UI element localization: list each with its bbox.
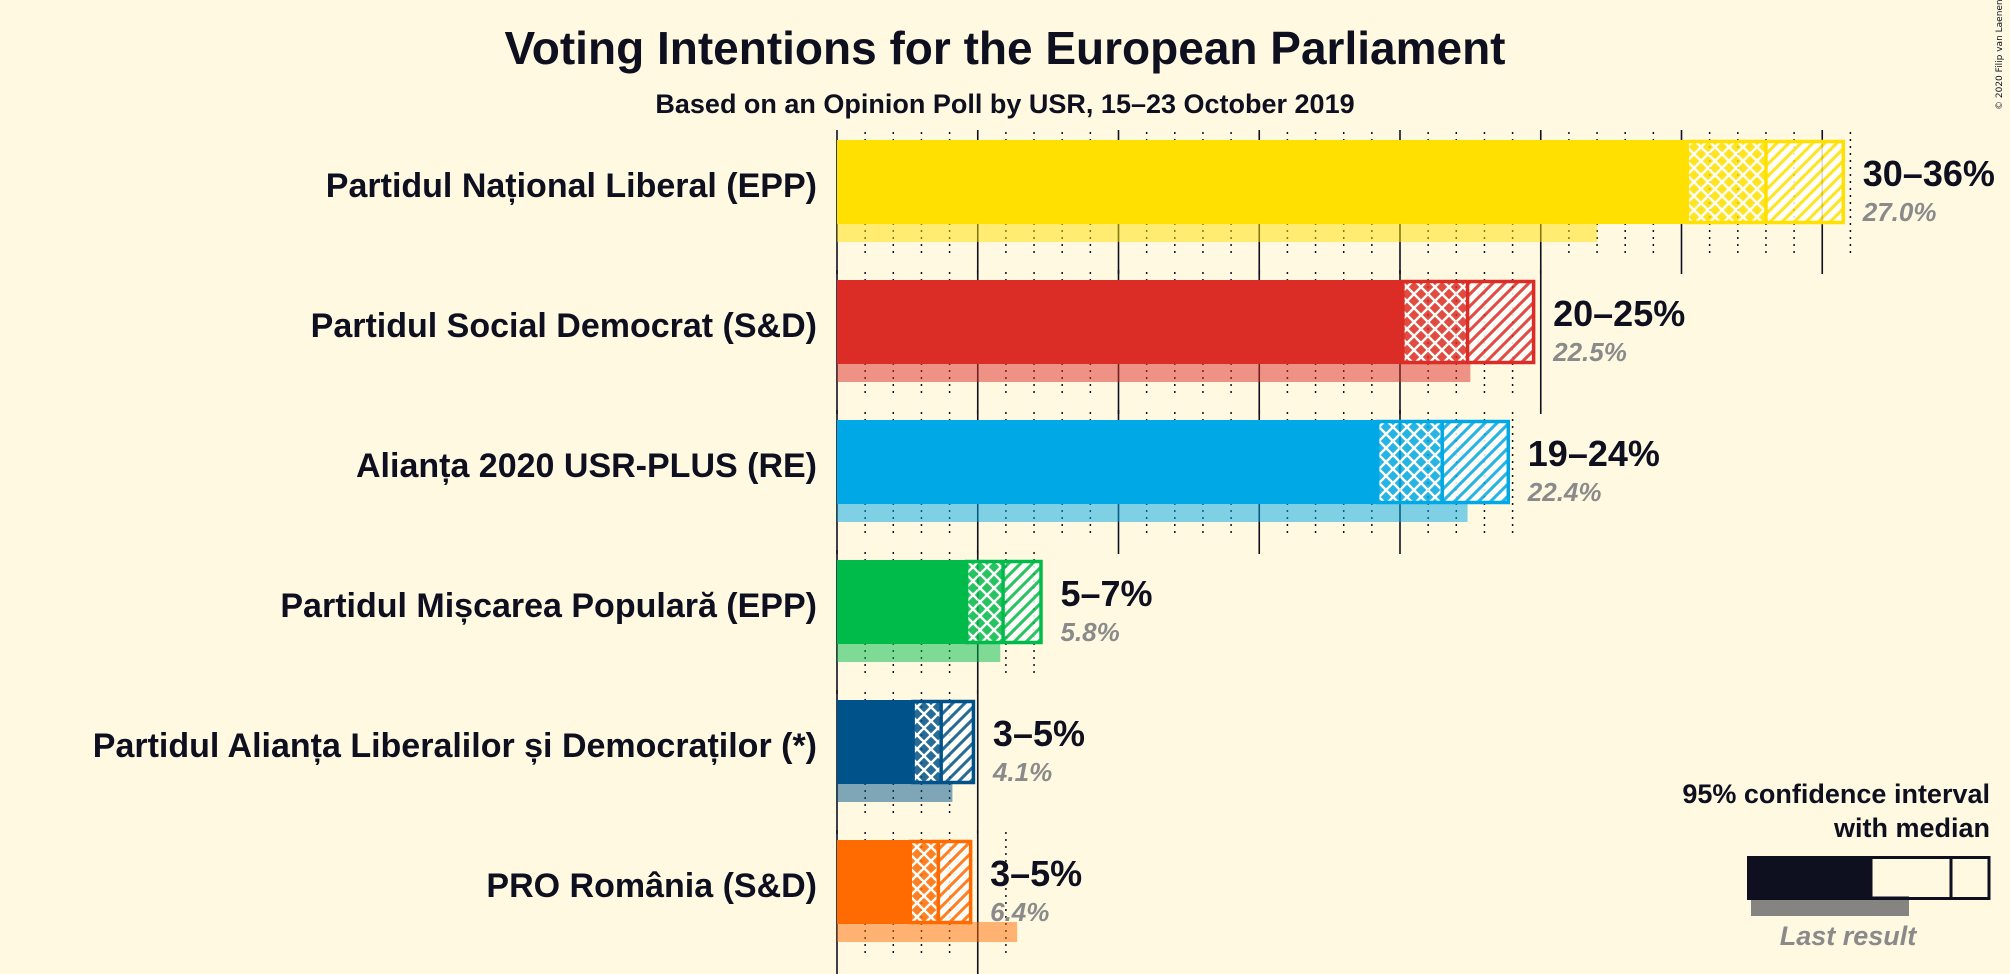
bar-solid: [837, 420, 1378, 504]
copyright-note: © 2020 Filip van Laenen: [1995, 0, 2005, 110]
range-label: 19–24%: [1528, 433, 1660, 474]
bar-solid: [837, 280, 1403, 364]
last-result-label: 27.0%: [1862, 197, 1937, 227]
legend: 95% confidence interval with median Last…: [1682, 779, 1991, 951]
bar-cross-hatch: [966, 560, 1004, 644]
legend-diagonal-hatch: [1951, 858, 1989, 899]
last-result-bar: [837, 502, 1468, 522]
bar-group-2: Alianța 2020 USR-PLUS (RE) 19–24%22.4%: [356, 419, 1660, 522]
range-label: 3–5%: [990, 853, 1082, 894]
range-label: 3–5%: [993, 713, 1085, 754]
legend-outline: [1869, 856, 1991, 900]
party-label: Partidul Mișcarea Populară (EPP): [280, 587, 817, 625]
chart-title: Voting Intentions for the European Parli…: [505, 22, 1506, 74]
range-label: 20–25%: [1553, 293, 1685, 334]
bar-diagonal-hatch: [1003, 561, 1041, 643]
legend-last-result-label: Last result: [1780, 921, 1918, 951]
last-result-bar: [837, 922, 1018, 942]
bar-cross-hatch: [913, 700, 942, 784]
last-result-label: 22.4%: [1527, 477, 1602, 507]
bar-group-0: Partidul Național Liberal (EPP) 30–36%27.…: [326, 139, 1995, 242]
grid: [836, 130, 1852, 974]
legend-line-2: with median: [1833, 813, 1990, 843]
last-result-label: 4.1%: [992, 757, 1052, 787]
bar-cross-hatch: [910, 840, 939, 924]
last-result-label: 6.4%: [990, 897, 1049, 927]
last-result-label: 5.8%: [1060, 617, 1119, 647]
legend-cross-hatch: [1871, 856, 1951, 900]
bar-solid: [837, 560, 967, 644]
bar-solid: [837, 840, 911, 924]
bar-diagonal-hatch: [1467, 281, 1534, 363]
bar-diagonal-hatch: [1442, 421, 1509, 503]
bar-cross-hatch: [1377, 420, 1443, 504]
party-label: Partidul Social Democrat (S&D): [311, 307, 817, 345]
bar-group-3: Partidul Mișcarea Populară (EPP) 5–7%5.8%: [280, 559, 1153, 662]
bar-solid: [837, 140, 1688, 224]
chart-subtitle: Based on an Opinion Poll by USR, 15–23 O…: [655, 89, 1354, 119]
legend-last-bar: [1751, 896, 1909, 916]
party-label: Alianța 2020 USR-PLUS (RE): [356, 447, 817, 485]
last-result-bar: [837, 642, 1001, 662]
party-label: PRO România (S&D): [486, 867, 817, 905]
bar-diagonal-hatch: [941, 701, 974, 783]
last-result-bar: [837, 782, 953, 802]
bar-diagonal-hatch: [1765, 141, 1844, 223]
bar-group-4: Partidul Alianța Liberalilor și Democraț…: [93, 699, 1085, 802]
legend-line-1: 95% confidence interval: [1682, 779, 1990, 809]
bar-diagonal-hatch: [938, 841, 971, 923]
bars: Partidul Național Liberal (EPP) 30–36%27.…: [93, 139, 1995, 942]
bar-solid: [837, 700, 914, 784]
bar-cross-hatch: [1402, 280, 1468, 364]
legend-solid: [1747, 856, 1871, 900]
range-label: 5–7%: [1060, 573, 1152, 614]
last-result-bar: [837, 362, 1471, 382]
range-label: 30–36%: [1863, 153, 1995, 194]
party-label: Partidul Alianța Liberalilor și Democraț…: [93, 727, 817, 765]
bar-group-1: Partidul Social Democrat (S&D) 20–25%22.5…: [311, 279, 1685, 382]
last-result-label: 22.5%: [1552, 337, 1627, 367]
last-result-bar: [837, 222, 1598, 242]
party-label: Partidul Național Liberal (EPP): [326, 167, 817, 205]
bar-cross-hatch: [1687, 140, 1766, 224]
bar-group-5: PRO România (S&D) 3–5%6.4%: [486, 839, 1082, 942]
